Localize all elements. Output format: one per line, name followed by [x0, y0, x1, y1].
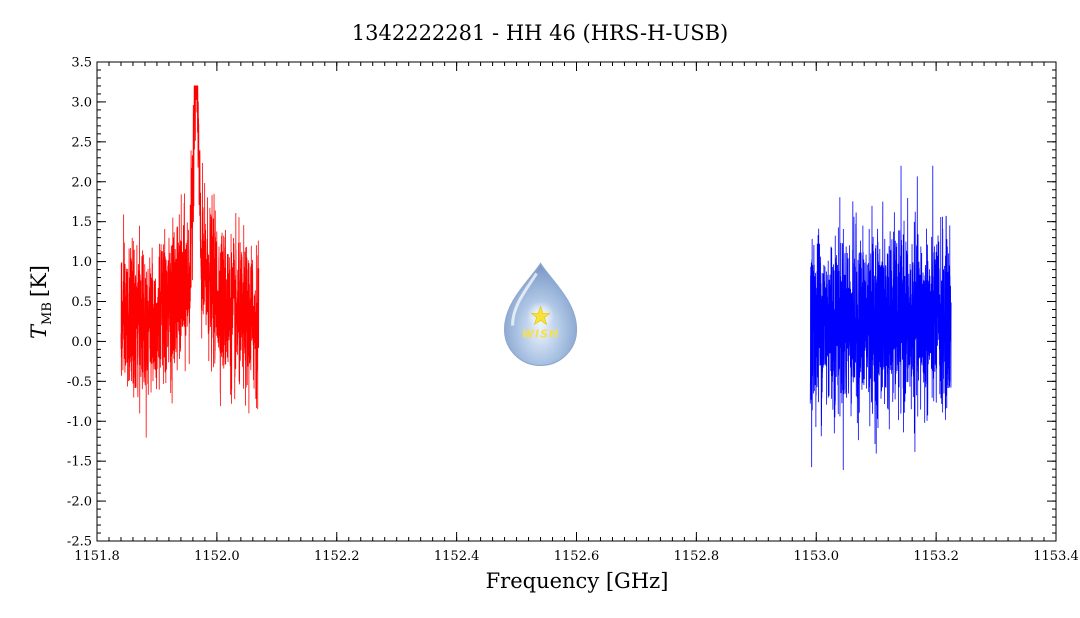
y-axis-label: TMB [K]	[27, 265, 55, 339]
svg-text:TMB[K]: TMB [K]	[27, 265, 55, 339]
x-tick-label: 1151.8	[74, 549, 120, 564]
x-tick-label: 1153.0	[794, 549, 840, 564]
y-axis-label-main: T	[27, 323, 51, 339]
star-icon	[530, 305, 551, 326]
y-tick-label: -1.5	[67, 455, 92, 470]
x-axis-label: Frequency [GHz]	[486, 569, 669, 593]
wish-logo-text: WISH	[522, 327, 559, 340]
x-tick-label: 1153.4	[1033, 549, 1079, 564]
y-tick-label: -0.5	[67, 375, 92, 390]
x-tick-label: 1152.6	[554, 549, 600, 564]
y-tick-label: 0.0	[71, 335, 92, 350]
chart-title: 1342222281 - HH 46 (HRS-H-USB)	[352, 21, 728, 45]
y-tick-label: -1.0	[67, 415, 92, 430]
y-tick-label: 3.5	[71, 56, 92, 71]
wish-logo: WISH	[503, 262, 578, 367]
x-tick-label: 1153.2	[913, 549, 959, 564]
spectrum-series-1	[809, 165, 952, 470]
x-tick-label: 1152.0	[194, 549, 240, 564]
y-tick-label: 2.5	[71, 135, 92, 150]
x-tick-label: 1152.2	[314, 549, 360, 564]
spectrum-series-0	[120, 85, 260, 438]
x-tick-label: 1152.4	[434, 549, 480, 564]
y-tick-label: -2.0	[67, 495, 92, 510]
y-tick-label: 1.0	[71, 255, 92, 270]
y-tick-label: -2.5	[67, 535, 92, 550]
y-tick-label: 1.5	[71, 215, 92, 230]
y-tick-label: 0.5	[71, 295, 92, 310]
y-tick-label: 3.0	[71, 95, 92, 110]
y-axis-label-sub: MB	[40, 302, 55, 325]
y-axis-label-unit: [K]	[27, 265, 51, 297]
x-tick-label: 1152.8	[674, 549, 720, 564]
y-tick-label: 2.0	[71, 175, 92, 190]
